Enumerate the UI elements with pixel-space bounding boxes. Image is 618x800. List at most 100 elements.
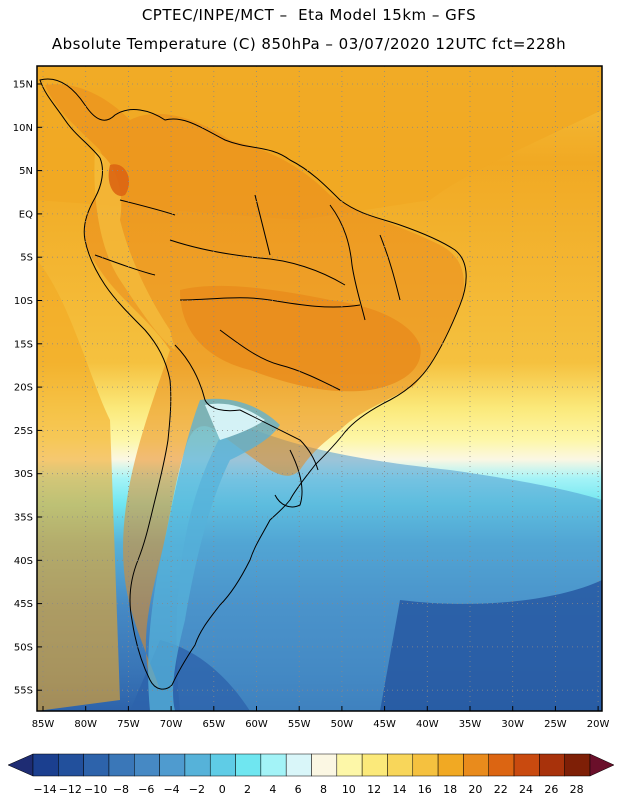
hot-spot-north bbox=[108, 164, 130, 196]
pacific-band bbox=[37, 260, 120, 711]
cold-tongue bbox=[148, 398, 280, 711]
lon-label: 45W bbox=[373, 719, 396, 730]
colorbar-swatch bbox=[463, 753, 489, 777]
map-gridlines bbox=[37, 66, 602, 711]
lon-label: 25W bbox=[544, 719, 567, 730]
colorbar-swatch bbox=[235, 753, 262, 777]
lon-label: 85W bbox=[32, 719, 55, 730]
colorbar-swatch bbox=[437, 753, 464, 777]
colorbar-swatch bbox=[184, 753, 211, 777]
colorbar-swatch bbox=[361, 753, 388, 777]
land-mass bbox=[45, 84, 464, 691]
map-frame bbox=[36, 65, 603, 712]
colorbar-label: −8 bbox=[113, 783, 129, 796]
colorbar-swatch bbox=[32, 753, 59, 777]
lon-label: 55W bbox=[288, 719, 311, 730]
border-8 bbox=[329, 204, 366, 321]
lat-label: 35S bbox=[14, 513, 33, 524]
colorbar-label: −6 bbox=[138, 783, 154, 796]
colorbar-label: −2 bbox=[189, 783, 205, 796]
lon-label: 35W bbox=[459, 719, 482, 730]
border-11 bbox=[94, 254, 156, 276]
lat-label: 40S bbox=[14, 556, 33, 567]
colorbar-label: 14 bbox=[392, 783, 406, 796]
lon-label: 65W bbox=[202, 719, 225, 730]
cold-core bbox=[380, 580, 602, 711]
colorbar-label: 28 bbox=[570, 783, 584, 796]
andes-strip bbox=[94, 150, 175, 350]
lat-label: 10N bbox=[13, 123, 33, 134]
colorbar-label: 6 bbox=[295, 783, 302, 796]
border-4 bbox=[174, 344, 241, 412]
colorbar-low-arrow bbox=[7, 753, 34, 777]
colorbar: −14 −12 −10 −8 −6 −4 −2 0 2 4 6 8 10 12 14 16 18 20 22 24 26… bbox=[7, 753, 615, 796]
border-2 bbox=[179, 297, 361, 308]
colorbar-swatch bbox=[488, 753, 515, 777]
colorbar-swatch bbox=[83, 753, 110, 777]
lat-label: 50S bbox=[14, 642, 33, 653]
colorbar-swatch bbox=[159, 753, 186, 777]
colorbar-label: 12 bbox=[367, 783, 381, 796]
cool-patch bbox=[205, 403, 265, 440]
colorbar-label: 10 bbox=[342, 783, 356, 796]
lat-label: 25S bbox=[14, 426, 33, 437]
chart-title-line1: CPTEC/INPE/MCT – Eta Model 15km – GFS bbox=[141, 6, 477, 24]
border-6 bbox=[274, 449, 303, 508]
lat-label: 55S bbox=[14, 686, 33, 697]
colorbar-swatch bbox=[134, 753, 160, 777]
colorbar-swatch bbox=[564, 753, 591, 777]
colorbar-label: 8 bbox=[320, 783, 327, 796]
lat-label: 10S bbox=[14, 296, 33, 307]
lat-label: 5N bbox=[19, 166, 33, 177]
colorbar-label: 26 bbox=[544, 783, 558, 796]
continent-outline bbox=[39, 78, 467, 690]
colorbar-swatch bbox=[311, 753, 338, 777]
lat-label: 15N bbox=[13, 80, 33, 91]
colorbar-label: 2 bbox=[244, 783, 251, 796]
colorbar-swatch bbox=[285, 753, 312, 777]
colorbar-label: 24 bbox=[519, 783, 533, 796]
lon-label: 75W bbox=[117, 719, 140, 730]
colorbar-swatch bbox=[387, 753, 414, 777]
colorbar-swatch bbox=[209, 753, 236, 777]
temperature-field bbox=[37, 66, 602, 711]
colorbar-label: −14 bbox=[33, 783, 56, 796]
lat-label: 20S bbox=[14, 383, 33, 394]
lon-label: 60W bbox=[245, 719, 268, 730]
chart-title-line2: Absolute Temperature (C) 850hPa – 03/07/… bbox=[51, 35, 567, 53]
colorbar-label: −4 bbox=[163, 783, 179, 796]
colorbar-swatch bbox=[260, 753, 287, 777]
colorbar-label: −12 bbox=[59, 783, 82, 796]
colorbar-swatch bbox=[513, 753, 540, 777]
border-9 bbox=[379, 234, 401, 301]
border-3 bbox=[219, 329, 341, 391]
colorbar-label: 20 bbox=[468, 783, 482, 796]
colorbar-high-arrow bbox=[589, 753, 615, 777]
lon-label: 70W bbox=[160, 719, 183, 730]
border-5 bbox=[239, 409, 319, 471]
border-1 bbox=[169, 239, 346, 286]
colorbar-label: 4 bbox=[269, 783, 276, 796]
colorbar-label: 0 bbox=[219, 783, 226, 796]
colorbar-swatch bbox=[539, 753, 565, 777]
colorbar-swatch bbox=[336, 753, 363, 777]
lat-label: 5S bbox=[20, 253, 33, 264]
colorbar-swatch bbox=[58, 753, 84, 777]
latitude-labels: 15N 10N 5N EQ 5S 10S 15S 20S 25S 30S 35S 40S 45S 50S 5… bbox=[13, 80, 42, 697]
lon-label: 30W bbox=[501, 719, 524, 730]
colorbar-label: 22 bbox=[494, 783, 508, 796]
longitude-labels: 85W 80W 75W 70W 65W 60W 55W 50W 45W 40W 35W 30W 25W 2… bbox=[32, 706, 610, 730]
colorbar-label: 16 bbox=[418, 783, 432, 796]
colorbar-label: 18 bbox=[443, 783, 457, 796]
border-7 bbox=[254, 194, 271, 256]
lat-label: EQ bbox=[19, 209, 33, 220]
lon-label: 20W bbox=[587, 719, 610, 730]
colorbar-swatch bbox=[412, 753, 439, 777]
interior-warm-core bbox=[180, 285, 421, 392]
lat-label: 15S bbox=[14, 339, 33, 350]
colorbar-label: −10 bbox=[84, 783, 107, 796]
lon-label: 80W bbox=[74, 719, 97, 730]
colorbar-swatch bbox=[108, 753, 135, 777]
coastlines bbox=[39, 78, 467, 690]
